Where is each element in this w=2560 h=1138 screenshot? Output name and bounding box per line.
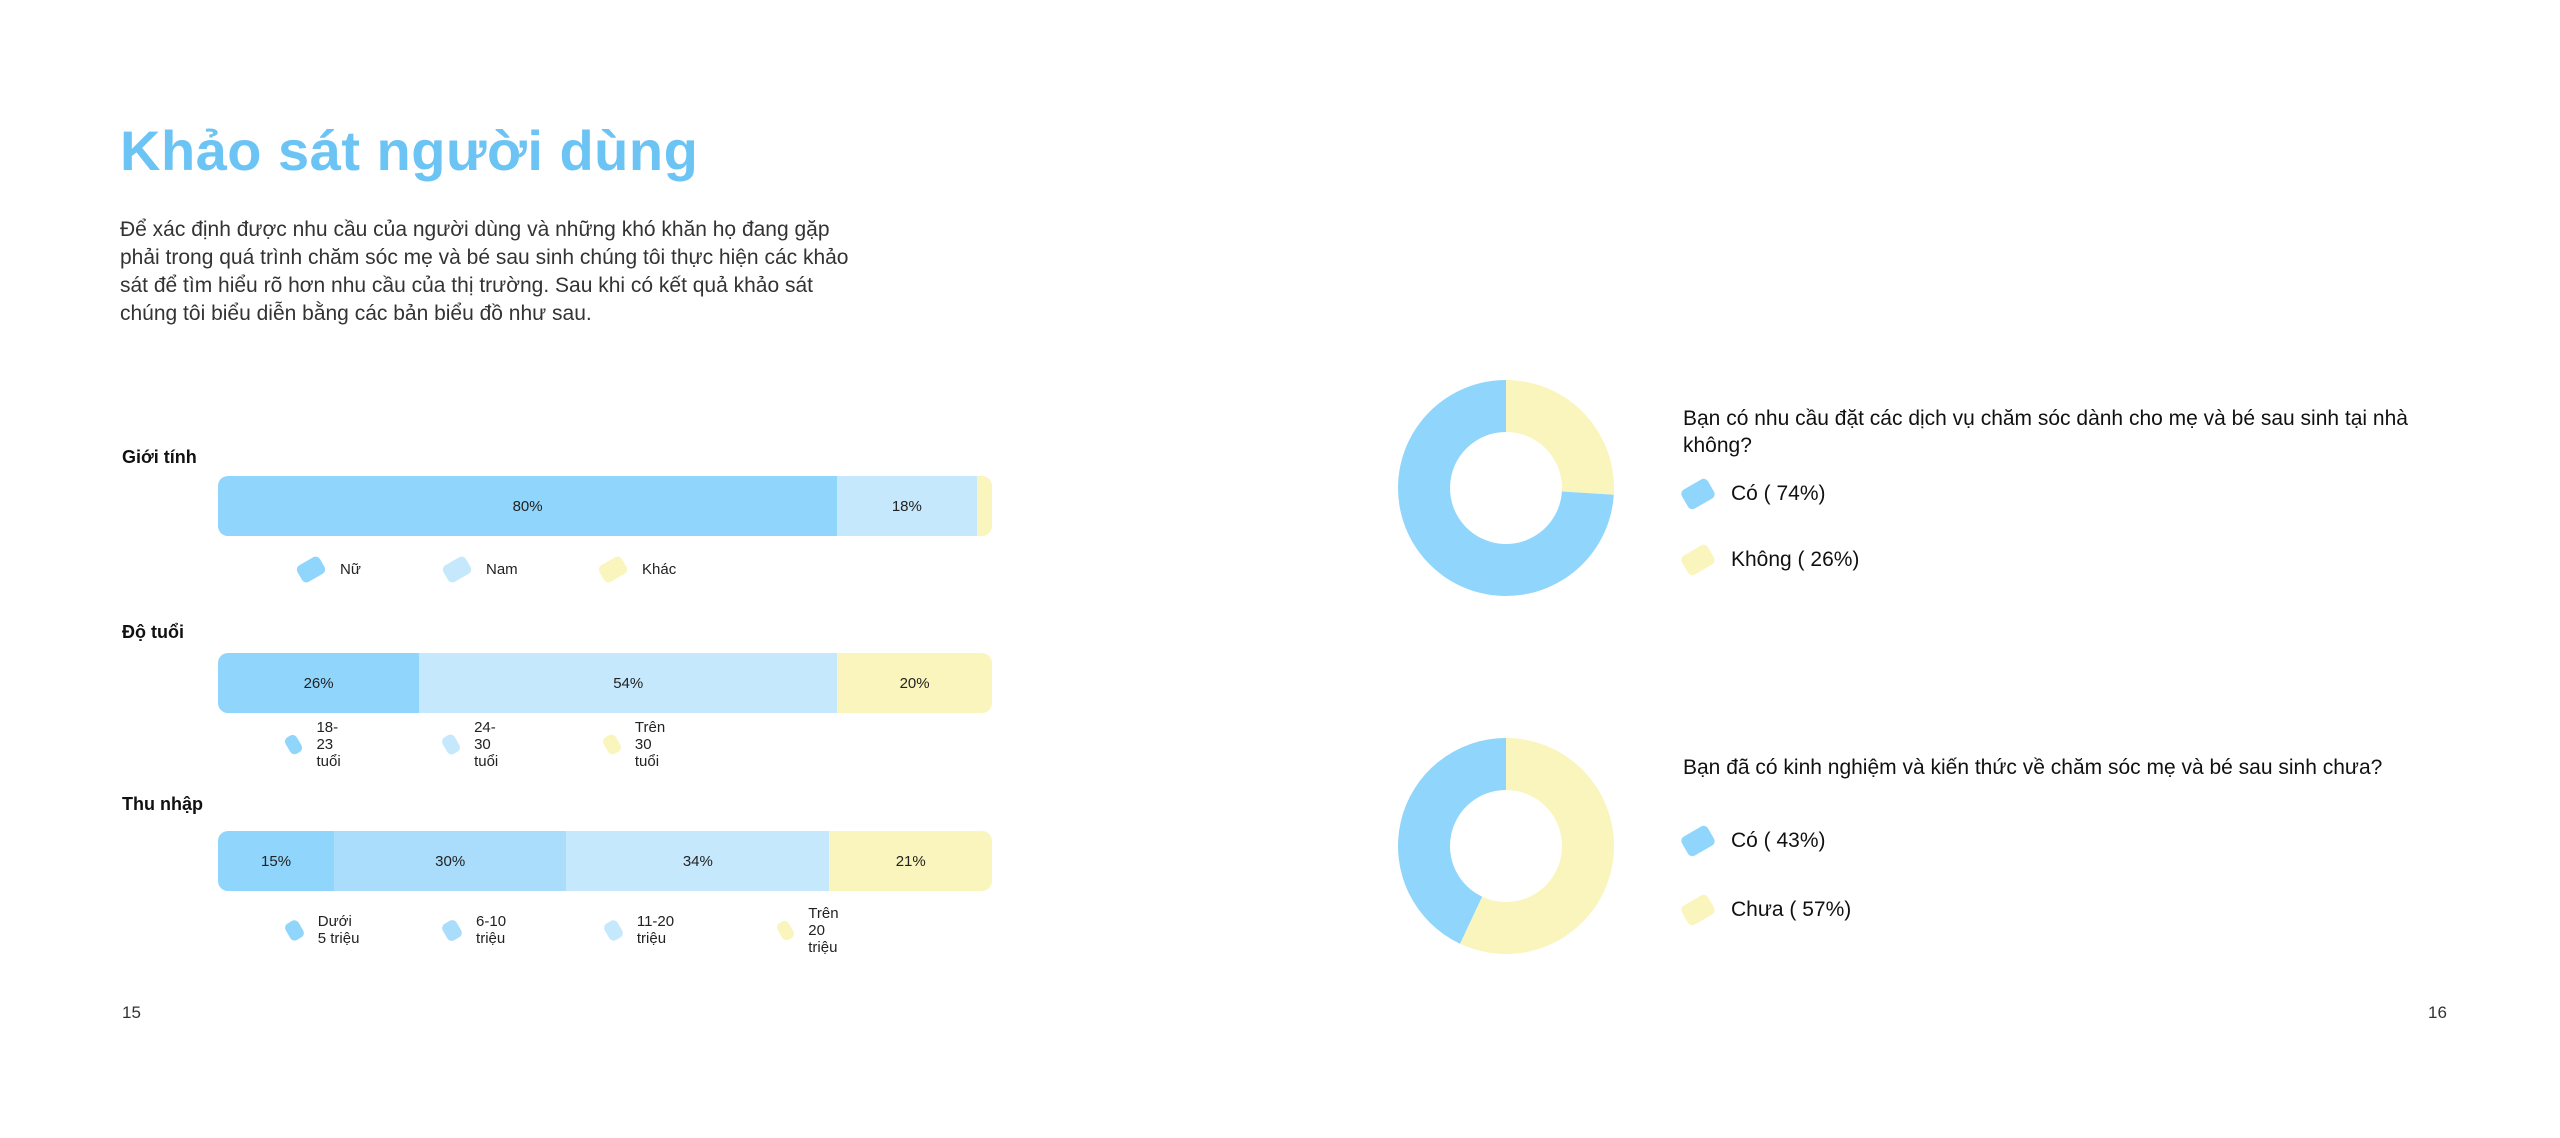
bar-segment-3 bbox=[976, 476, 992, 536]
income-section-title: Thu nhập bbox=[122, 794, 203, 814]
experience-question: Bạn đã có kinh nghiệm và kiến thức về ch… bbox=[1683, 756, 2383, 779]
service-need-answer-yes: Có ( 74%) bbox=[1679, 476, 1826, 512]
legend-label: Nữ bbox=[340, 560, 361, 578]
donut-slice-blue bbox=[1398, 380, 1614, 596]
legend-item: 24-30 tuổi bbox=[440, 719, 510, 770]
experience-answer-no: Chưa ( 57%) bbox=[1679, 892, 1852, 928]
legend-label: 24-30 tuổi bbox=[474, 718, 499, 770]
service-need-answer-no: Không ( 26%) bbox=[1679, 542, 1860, 578]
legend-item: 6-10 triệu bbox=[440, 913, 515, 947]
bar-segment-2: 30% bbox=[334, 831, 567, 891]
legend-swatch-icon bbox=[602, 918, 625, 942]
legend-swatch-icon bbox=[775, 918, 797, 942]
bar-segment-4: 21% bbox=[829, 831, 992, 891]
page-title: Khảo sát người dùng bbox=[120, 119, 699, 182]
page-number-right: 16 bbox=[2428, 1003, 2447, 1022]
legend-label: Trên 20 triệu bbox=[808, 904, 839, 956]
bar-segment-2: 54% bbox=[419, 653, 838, 713]
legend-swatch-icon bbox=[596, 554, 630, 584]
legend-label: 11-20 triệu bbox=[636, 913, 675, 947]
blue-swatch-icon bbox=[1679, 823, 1717, 859]
donut-slice-yellow bbox=[1506, 380, 1614, 495]
answer-label: Không ( 26%) bbox=[1731, 548, 1860, 571]
legend-item: 18- 23 tuổi bbox=[283, 719, 353, 770]
answer-label: Có ( 43%) bbox=[1731, 829, 1826, 852]
age-stacked-bar: 26% 54% 20% bbox=[218, 653, 992, 713]
bar-segment-2: 18% bbox=[837, 476, 977, 536]
legend-item: Khác bbox=[596, 554, 677, 584]
legend-swatch-icon bbox=[283, 732, 305, 756]
legend-swatch-icon bbox=[601, 732, 623, 756]
answer-label: Có ( 74%) bbox=[1731, 482, 1826, 505]
donut-slice-blue bbox=[1398, 738, 1506, 944]
donut-slice-yellow bbox=[1460, 738, 1614, 954]
yellow-swatch-icon bbox=[1679, 892, 1717, 928]
legend-item: Nam bbox=[440, 554, 518, 584]
legend-label: 18- 23 tuổi bbox=[316, 718, 341, 770]
bar-segment-1: 80% bbox=[218, 476, 838, 536]
legend-item: Trên 30 tuổi bbox=[601, 719, 677, 770]
service-need-question: Bạn có nhu cầu đặt các dịch vụ chăm sóc … bbox=[1683, 407, 2408, 457]
bar-segment-3: 20% bbox=[837, 653, 992, 713]
legend-item: Trên 20 triệu bbox=[775, 905, 851, 956]
legend-swatch-icon bbox=[440, 554, 474, 584]
intro-text: Để xác định được nhu cầu của người dùng … bbox=[120, 218, 849, 325]
service-need-donut bbox=[1398, 380, 1614, 596]
legend-label: Nam bbox=[486, 560, 518, 578]
experience-donut bbox=[1398, 738, 1614, 954]
age-section-title: Độ tuổi bbox=[122, 622, 184, 642]
bar-segment-3: 34% bbox=[566, 831, 830, 891]
legend-swatch-icon bbox=[440, 732, 462, 756]
legend-swatch-icon bbox=[294, 554, 328, 584]
income-stacked-bar: 15% 30% 34% 21% bbox=[218, 831, 992, 891]
legend-swatch-icon bbox=[440, 917, 464, 943]
legend-item: Nữ bbox=[294, 554, 361, 584]
gender-section-title: Giới tính bbox=[122, 447, 197, 467]
legend-label: Trên 30 tuổi bbox=[634, 718, 666, 770]
legend-swatch-icon bbox=[283, 918, 306, 942]
gender-stacked-bar: 80% 18% bbox=[218, 476, 992, 536]
page-number-left: 15 bbox=[122, 1003, 141, 1022]
experience-answer-yes: Có ( 43%) bbox=[1679, 823, 1826, 859]
legend-label: Dưới 5 triệu bbox=[317, 913, 360, 947]
bar-segment-1: 15% bbox=[218, 831, 335, 891]
yellow-swatch-icon bbox=[1679, 542, 1717, 578]
legend-label: Khác bbox=[642, 560, 677, 578]
legend-item: 11-20 triệu bbox=[602, 913, 677, 947]
legend-item: Dưới 5 triệu bbox=[283, 913, 363, 947]
legend-label: 6-10 triệu bbox=[476, 913, 507, 947]
bar-segment-1: 26% bbox=[218, 653, 420, 713]
blue-swatch-icon bbox=[1679, 476, 1717, 512]
answer-label: Chưa ( 57%) bbox=[1731, 898, 1852, 921]
